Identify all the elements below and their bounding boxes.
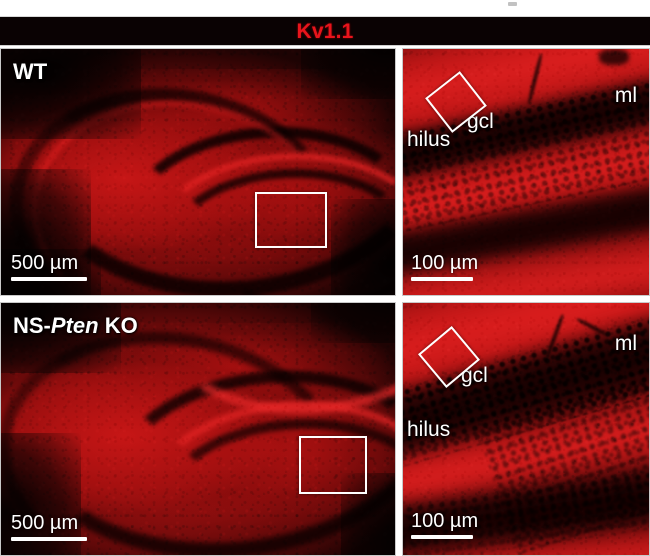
scale-bar-ko: 500 µm [11, 513, 87, 541]
panel-label-ko: NS-Pten KO [13, 315, 138, 337]
panel-wt-lowmag: WT 500 µm [0, 48, 396, 296]
figure-title-bar: Kv1.1 [0, 16, 650, 46]
panel-label-ko-suffix: KO [98, 313, 138, 338]
scale-bar-wt-highmag-label: 100 µm [411, 252, 479, 274]
scale-bar-wt-highmag: 100 µm [411, 253, 478, 281]
background-corner-topright [311, 303, 395, 343]
panel-label-wt-text: WT [13, 59, 48, 84]
annotation-hilus-wt: hilus [407, 128, 451, 151]
background-corner-bottomright [331, 199, 395, 295]
panel-label-ko-gene: Pten [50, 313, 99, 338]
roi-box-wt [255, 192, 327, 248]
scale-bar-wt-line [11, 277, 87, 281]
panel-wt-highmag: ml gcl hilus 100 µm [402, 48, 650, 296]
micrograph-wt-highmag [403, 49, 649, 295]
micrograph-ko-highmag [403, 303, 649, 555]
scale-bar-ko-highmag-label: 100 µm [411, 510, 479, 532]
background-corner-topleft [1, 49, 141, 139]
annotation-gcl-ko: gcl [461, 364, 488, 387]
background-corner-topright [301, 49, 395, 99]
scale-bar-wt: 500 µm [11, 253, 87, 281]
annotation-hilus-ko: hilus [407, 418, 451, 441]
image-noise [1, 303, 395, 555]
scale-bar-wt-highmag-line [411, 277, 473, 281]
blood-vessel [599, 49, 629, 65]
annotation-gcl-wt: gcl [467, 110, 494, 133]
background-corner-bottomright [341, 473, 395, 555]
image-noise [403, 49, 649, 295]
panel-ko-highmag: ml gcl hilus 100 µm [402, 302, 650, 556]
background-corner-left [1, 433, 81, 555]
scale-bar-ko-highmag-line [411, 535, 473, 539]
image-noise [403, 303, 649, 555]
image-noise [1, 49, 395, 295]
scale-bar-ko-line [11, 537, 87, 541]
roi-box-ko [299, 436, 367, 494]
background-corner-bottomleft [1, 249, 101, 295]
annotation-ml-wt: ml [614, 84, 637, 107]
micrograph-wt-lowmag [1, 49, 395, 295]
scan-artifact [508, 2, 517, 6]
annotation-ml-ko: ml [614, 332, 637, 355]
panel-label-wt: WT [13, 61, 47, 83]
scale-bar-ko-highmag: 100 µm [411, 511, 478, 539]
scale-bar-wt-label: 500 µm [11, 252, 79, 274]
page-title: Kv1.1 [296, 19, 354, 43]
scale-bar-ko-label: 500 µm [11, 512, 79, 534]
panel-ko-lowmag: NS-Pten KO 500 µm [0, 302, 396, 556]
background-corner-topleft [1, 303, 121, 373]
panel-label-ko-prefix: NS- [13, 313, 51, 338]
micrograph-ko-lowmag [1, 303, 395, 555]
